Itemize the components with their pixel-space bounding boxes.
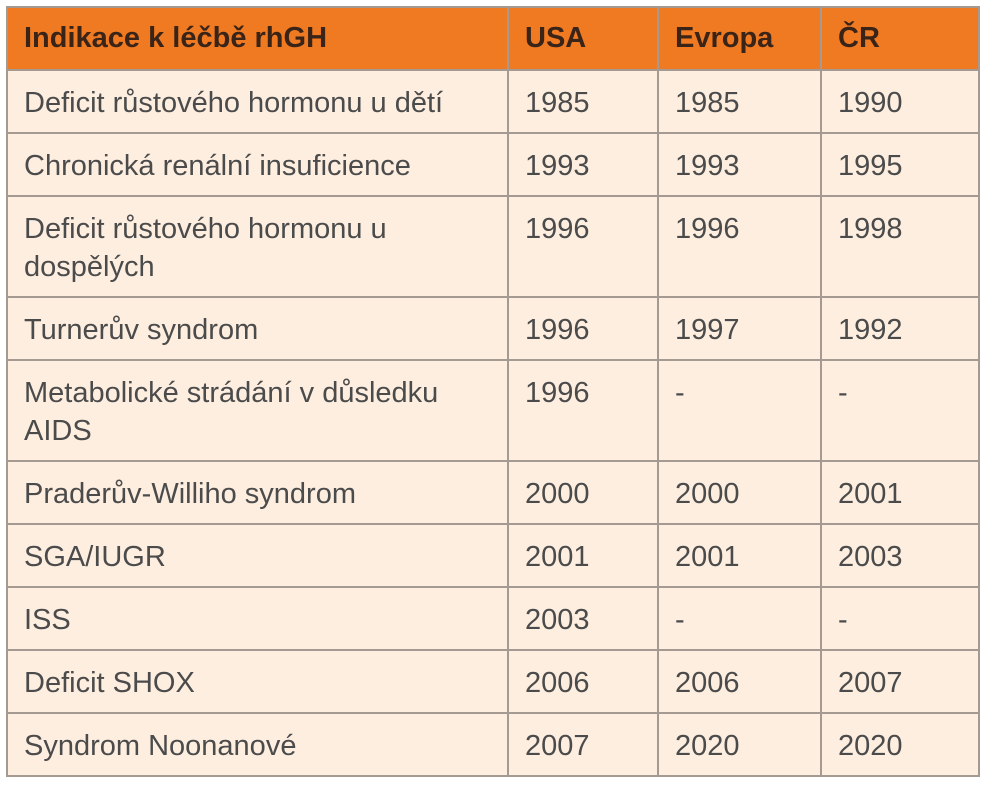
header-evropa: Evropa — [657, 6, 822, 71]
cell-usa: 2001 — [507, 523, 659, 588]
cell-evropa: 2001 — [657, 523, 822, 588]
cell-indication: Praderův-Williho syndrom — [6, 460, 509, 525]
table-row: Deficit růstového hormonu u dětí 1985 19… — [6, 69, 980, 134]
cell-usa: 2000 — [507, 460, 659, 525]
cell-cr: - — [820, 586, 980, 651]
cell-evropa: 1985 — [657, 69, 822, 134]
cell-indication: ISS — [6, 586, 509, 651]
cell-evropa: 1993 — [657, 132, 822, 197]
cell-indication: Metabolické strádání v důsledku AIDS — [6, 359, 509, 462]
table-row: Praderův-Williho syndrom 2000 2000 2001 — [6, 460, 980, 525]
header-indication: Indikace k léčbě rhGH — [6, 6, 509, 71]
cell-usa: 2003 — [507, 586, 659, 651]
cell-indication: Chronická renální insuficience — [6, 132, 509, 197]
table-row: Deficit růstového hormonu u dospělých 19… — [6, 195, 980, 298]
cell-cr: 1992 — [820, 296, 980, 361]
cell-indication: Syndrom Noonanové — [6, 712, 509, 777]
cell-evropa: 2006 — [657, 649, 822, 714]
cell-evropa: 1997 — [657, 296, 822, 361]
cell-usa: 1985 — [507, 69, 659, 134]
cell-evropa: 2020 — [657, 712, 822, 777]
cell-cr: 2020 — [820, 712, 980, 777]
cell-cr: 1995 — [820, 132, 980, 197]
cell-evropa: - — [657, 586, 822, 651]
cell-indication: Turnerův syndrom — [6, 296, 509, 361]
cell-cr: 2003 — [820, 523, 980, 588]
cell-usa: 2006 — [507, 649, 659, 714]
cell-usa: 1993 — [507, 132, 659, 197]
cell-usa: 2007 — [507, 712, 659, 777]
table-row: Turnerův syndrom 1996 1997 1992 — [6, 296, 980, 361]
cell-cr: 1990 — [820, 69, 980, 134]
cell-usa: 1996 — [507, 195, 659, 298]
header-usa: USA — [507, 6, 659, 71]
cell-indication: Deficit růstového hormonu u dětí — [6, 69, 509, 134]
cell-evropa: 1996 — [657, 195, 822, 298]
cell-cr: 2001 — [820, 460, 980, 525]
table-row: Syndrom Noonanové 2007 2020 2020 — [6, 712, 980, 777]
cell-usa: 1996 — [507, 296, 659, 361]
cell-cr: - — [820, 359, 980, 462]
table-row: SGA/IUGR 2001 2001 2003 — [6, 523, 980, 588]
cell-cr: 1998 — [820, 195, 980, 298]
cell-indication: SGA/IUGR — [6, 523, 509, 588]
header-cr: ČR — [820, 6, 980, 71]
cell-indication: Deficit SHOX — [6, 649, 509, 714]
cell-indication: Deficit růstového hormonu u dospělých — [6, 195, 509, 298]
cell-evropa: - — [657, 359, 822, 462]
cell-usa: 1996 — [507, 359, 659, 462]
cell-evropa: 2000 — [657, 460, 822, 525]
table-row: ISS 2003 - - — [6, 586, 980, 651]
cell-cr: 2007 — [820, 649, 980, 714]
table-row: Metabolické strádání v důsledku AIDS 199… — [6, 359, 980, 462]
table-row: Deficit SHOX 2006 2006 2007 — [6, 649, 980, 714]
indication-table-container: Indikace k léčbě rhGH USA Evropa ČR Defi… — [6, 6, 980, 777]
rhgh-indication-table: Indikace k léčbě rhGH USA Evropa ČR Defi… — [6, 6, 980, 777]
table-header-row: Indikace k léčbě rhGH USA Evropa ČR — [6, 6, 980, 71]
table-row: Chronická renální insuficience 1993 1993… — [6, 132, 980, 197]
